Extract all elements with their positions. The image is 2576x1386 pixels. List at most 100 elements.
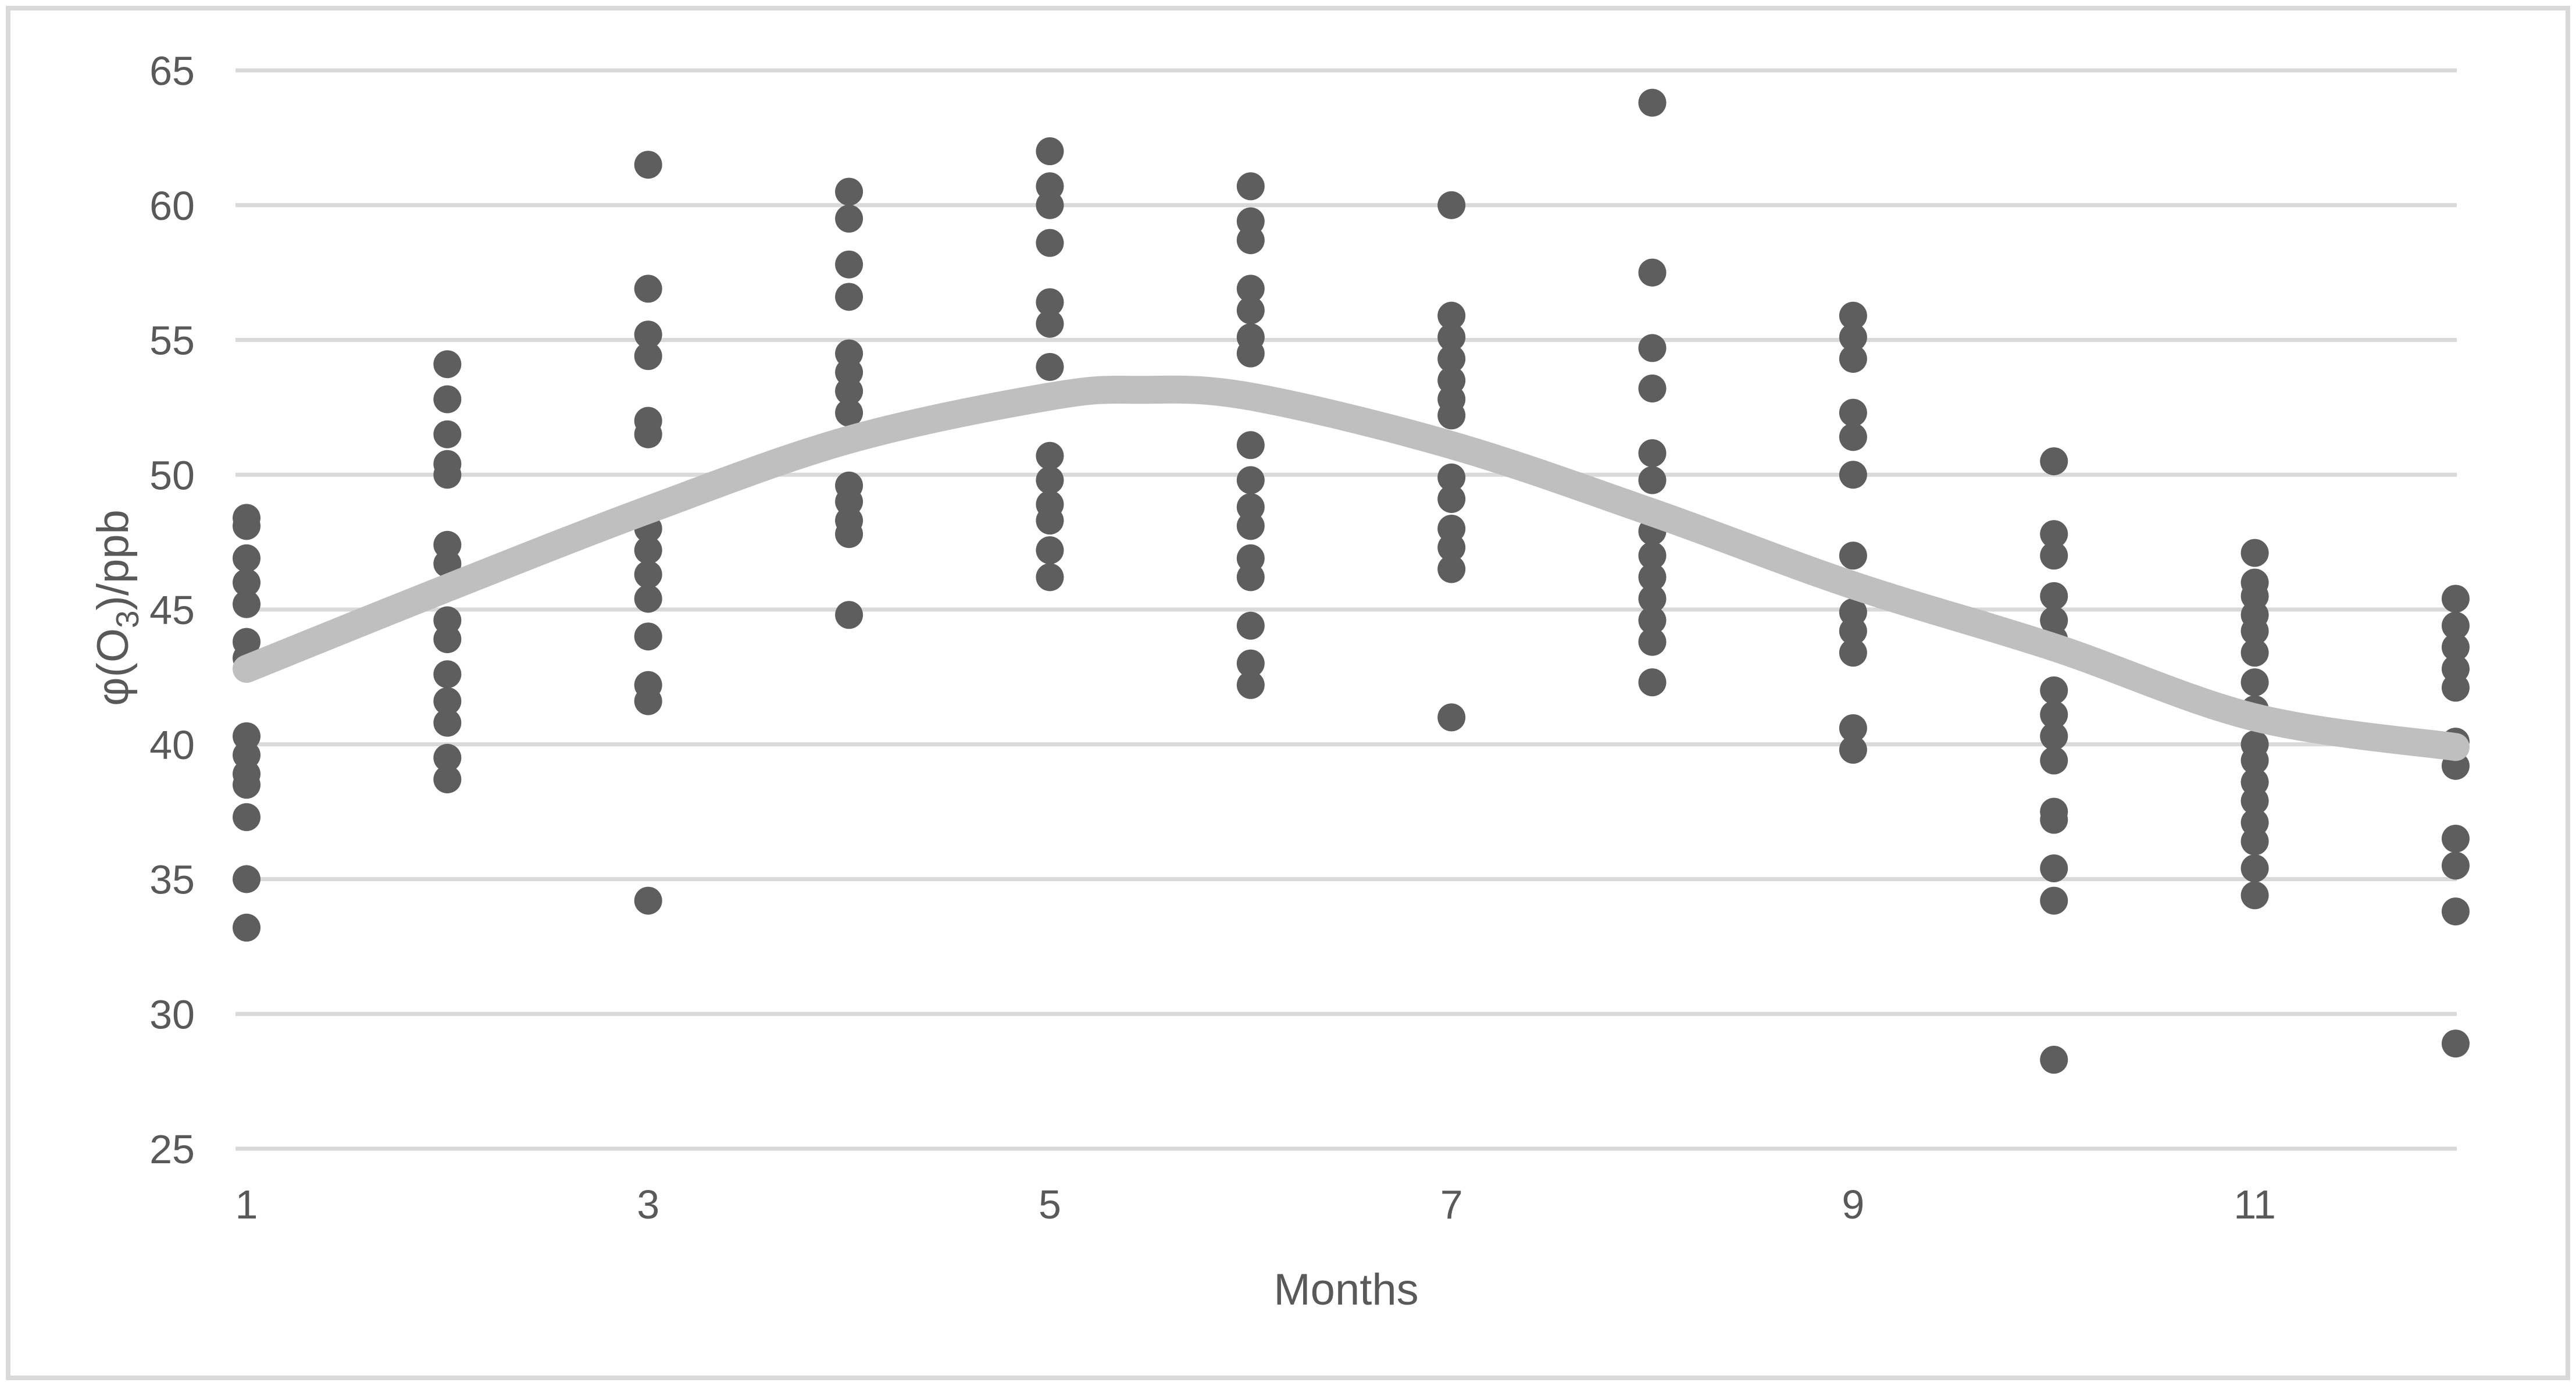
scatter-point <box>835 177 864 206</box>
scatter-points <box>233 88 2470 1074</box>
scatter-point <box>634 275 662 303</box>
scatter-point <box>2441 674 2470 702</box>
chart-frame-border <box>6 6 2570 1380</box>
y-axis-title: φ(O3)/ppb <box>88 509 145 706</box>
scatter-point <box>634 536 662 565</box>
scatter-point <box>1437 401 1466 430</box>
y-tick-label-55: 55 <box>149 318 195 364</box>
scatter-point <box>2040 854 2068 882</box>
scatter-point <box>1839 714 1867 742</box>
scatter-point <box>233 771 261 799</box>
scatter-point <box>1638 668 1667 697</box>
scatter-point <box>2040 700 2068 729</box>
scatter-point <box>433 420 462 448</box>
scatter-point <box>1638 563 1667 592</box>
scatter-point <box>1839 541 1867 570</box>
scatter-point <box>2040 541 2068 570</box>
scatter-point <box>1638 628 1667 656</box>
scatter-point <box>1437 484 1466 513</box>
scatter-point <box>634 687 662 715</box>
scatter-point <box>1236 431 1265 459</box>
scatter-point <box>1236 296 1265 325</box>
scatter-point <box>433 765 462 794</box>
scatter-point <box>1036 536 1064 565</box>
scatter-point <box>1236 339 1265 368</box>
scatter-point <box>1036 507 1064 535</box>
scatter-point <box>2240 539 2269 567</box>
scatter-point <box>1437 301 1466 330</box>
scatter-point <box>1236 172 1265 201</box>
scatter-point <box>1036 309 1064 338</box>
scatter-point <box>2040 520 2068 548</box>
scatter-point <box>634 151 662 179</box>
scatter-point <box>1437 533 1466 562</box>
scatter-point <box>1638 541 1667 570</box>
scatter-point <box>1437 703 1466 732</box>
scatter-point <box>2240 639 2269 667</box>
scatter-point <box>1437 191 1466 219</box>
scatter-point <box>1638 334 1667 362</box>
scatter-point <box>1036 137 1064 166</box>
scatter-point <box>1437 344 1466 373</box>
scatter-point <box>1236 649 1265 678</box>
scatter-point <box>1236 275 1265 303</box>
scatter-point <box>1638 374 1667 402</box>
x-tick-label-5: 5 <box>1039 1182 1061 1227</box>
scatter-point <box>1638 258 1667 287</box>
scatter-point <box>2040 447 2068 476</box>
scatter-point <box>835 283 864 311</box>
scatter-point <box>1638 466 1667 494</box>
scatter-point <box>2040 746 2068 775</box>
scatter-point <box>1839 461 1867 489</box>
scatter-point <box>1036 563 1064 592</box>
scatter-point <box>1839 323 1867 351</box>
scatter-point <box>2040 806 2068 834</box>
scatter-point <box>433 708 462 737</box>
scatter-point <box>233 544 261 572</box>
scatter-point <box>233 568 261 597</box>
y-gridlines <box>236 68 2457 1151</box>
scatter-point <box>1036 288 1064 316</box>
scatter-point <box>1236 563 1265 592</box>
scatter-point <box>634 420 662 448</box>
scatter-point <box>1236 226 1265 255</box>
scatter-point <box>433 385 462 414</box>
x-tick-label-3: 3 <box>637 1182 659 1227</box>
scatter-point <box>2441 633 2470 661</box>
x-tick-label-11: 11 <box>2234 1182 2276 1227</box>
scatter-point <box>2240 787 2269 815</box>
scatter-point <box>1839 398 1867 427</box>
y-tick-label-30: 30 <box>149 992 195 1037</box>
scatter-point <box>433 687 462 715</box>
scatter-point <box>835 250 864 279</box>
scatter-point <box>1638 439 1667 468</box>
scatter-point <box>634 342 662 370</box>
scatter-point <box>233 913 261 942</box>
y-tick-label-50: 50 <box>149 453 195 498</box>
scatter-point <box>835 377 864 405</box>
scatter-point <box>1236 611 1265 640</box>
scatter-point <box>433 461 462 489</box>
x-axis-title: Months <box>1273 1265 1418 1314</box>
scatter-point <box>2240 854 2269 882</box>
scatter-point <box>1236 512 1265 540</box>
scatter-point <box>233 590 261 618</box>
scatter-point <box>1437 463 1466 491</box>
scatter-point <box>1036 191 1064 219</box>
scatter-point <box>2040 722 2068 750</box>
scatter-point <box>433 350 462 379</box>
scatter-point <box>2240 668 2269 697</box>
scatter-point <box>2040 1046 2068 1074</box>
x-tick-label-7: 7 <box>1440 1182 1463 1227</box>
scatter-point <box>233 512 261 540</box>
scatter-point <box>1036 466 1064 494</box>
scatter-point <box>2441 611 2470 640</box>
scatter-point <box>2441 1029 2470 1058</box>
scatter-point <box>1236 671 1265 699</box>
scatter-point <box>2240 881 2269 910</box>
y-tick-label-65: 65 <box>149 48 195 94</box>
scatter-point <box>2441 897 2470 926</box>
x-tick-label-9: 9 <box>1842 1182 1864 1227</box>
y-axis-tick-labels: 65 60 55 50 45 40 35 30 25 <box>149 48 195 1172</box>
